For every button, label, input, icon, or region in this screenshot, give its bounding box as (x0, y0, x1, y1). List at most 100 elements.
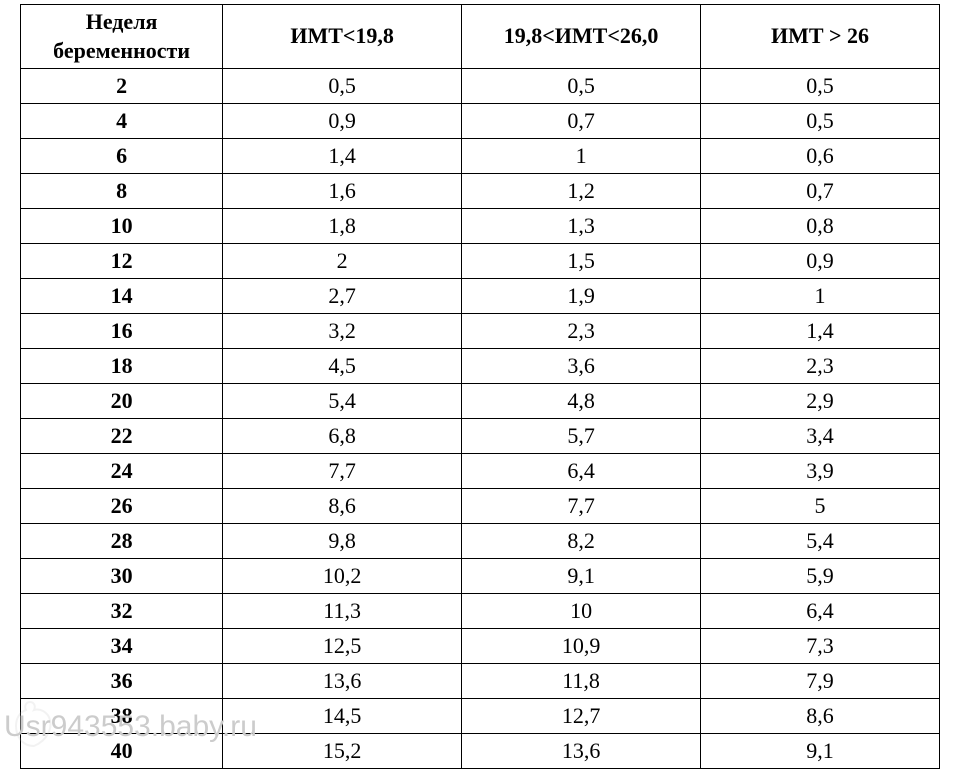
col-header-week: Неделябеременности (21, 5, 223, 69)
cell-bmi-low: 5,4 (223, 384, 462, 419)
table-row: 101,81,30,8 (21, 209, 940, 244)
col-header-bmi-mid: 19,8<ИМТ<26,0 (462, 5, 701, 69)
cell-bmi-low: 2 (223, 244, 462, 279)
table-header-row: Неделябеременности ИМТ<19,8 19,8<ИМТ<26,… (21, 5, 940, 69)
cell-week: 20 (21, 384, 223, 419)
table-row: 4015,213,69,1 (21, 734, 940, 769)
cell-bmi-mid: 3,6 (462, 349, 701, 384)
cell-week: 28 (21, 524, 223, 559)
cell-bmi-high: 3,4 (701, 419, 940, 454)
table-row: 163,22,31,4 (21, 314, 940, 349)
cell-bmi-high: 0,7 (701, 174, 940, 209)
cell-bmi-high: 1 (701, 279, 940, 314)
cell-bmi-high: 6,4 (701, 594, 940, 629)
cell-bmi-high: 0,5 (701, 104, 940, 139)
cell-bmi-low: 1,8 (223, 209, 462, 244)
cell-bmi-low: 10,2 (223, 559, 462, 594)
col-header-bmi-high: ИМТ > 26 (701, 5, 940, 69)
table-body: 20,50,50,540,90,70,561,410,681,61,20,710… (21, 69, 940, 769)
cell-bmi-high: 0,6 (701, 139, 940, 174)
cell-bmi-mid: 7,7 (462, 489, 701, 524)
cell-bmi-mid: 8,2 (462, 524, 701, 559)
table-row: 3010,29,15,9 (21, 559, 940, 594)
table-row: 3211,3106,4 (21, 594, 940, 629)
cell-bmi-low: 7,7 (223, 454, 462, 489)
cell-bmi-high: 7,9 (701, 664, 940, 699)
cell-bmi-mid: 1,3 (462, 209, 701, 244)
cell-bmi-mid: 1,5 (462, 244, 701, 279)
table-row: 289,88,25,4 (21, 524, 940, 559)
cell-bmi-high: 0,5 (701, 69, 940, 104)
cell-bmi-mid: 9,1 (462, 559, 701, 594)
cell-bmi-low: 13,6 (223, 664, 462, 699)
cell-bmi-mid: 11,8 (462, 664, 701, 699)
cell-bmi-high: 5 (701, 489, 940, 524)
cell-bmi-low: 6,8 (223, 419, 462, 454)
table-row: 1221,50,9 (21, 244, 940, 279)
bmi-weight-gain-table-container: Неделябеременности ИМТ<19,8 19,8<ИМТ<26,… (0, 0, 960, 773)
cell-week: 2 (21, 69, 223, 104)
cell-bmi-mid: 10,9 (462, 629, 701, 664)
cell-bmi-high: 5,9 (701, 559, 940, 594)
cell-bmi-mid: 1 (462, 139, 701, 174)
table-row: 81,61,20,7 (21, 174, 940, 209)
cell-bmi-low: 4,5 (223, 349, 462, 384)
cell-bmi-mid: 4,8 (462, 384, 701, 419)
cell-bmi-mid: 6,4 (462, 454, 701, 489)
cell-bmi-high: 2,9 (701, 384, 940, 419)
table-row: 3814,512,78,6 (21, 699, 940, 734)
table-row: 20,50,50,5 (21, 69, 940, 104)
cell-bmi-low: 2,7 (223, 279, 462, 314)
cell-bmi-high: 5,4 (701, 524, 940, 559)
cell-week: 40 (21, 734, 223, 769)
cell-week: 4 (21, 104, 223, 139)
cell-week: 32 (21, 594, 223, 629)
cell-bmi-mid: 5,7 (462, 419, 701, 454)
cell-bmi-low: 3,2 (223, 314, 462, 349)
cell-bmi-mid: 1,9 (462, 279, 701, 314)
cell-bmi-high: 3,9 (701, 454, 940, 489)
cell-week: 38 (21, 699, 223, 734)
bmi-weight-gain-table: Неделябеременности ИМТ<19,8 19,8<ИМТ<26,… (20, 4, 940, 769)
cell-bmi-low: 1,6 (223, 174, 462, 209)
cell-week: 36 (21, 664, 223, 699)
cell-bmi-low: 11,3 (223, 594, 462, 629)
cell-bmi-mid: 12,7 (462, 699, 701, 734)
cell-bmi-low: 9,8 (223, 524, 462, 559)
cell-week: 18 (21, 349, 223, 384)
cell-bmi-high: 7,3 (701, 629, 940, 664)
table-row: 184,53,62,3 (21, 349, 940, 384)
cell-week: 24 (21, 454, 223, 489)
cell-week: 12 (21, 244, 223, 279)
cell-bmi-mid: 13,6 (462, 734, 701, 769)
cell-week: 10 (21, 209, 223, 244)
cell-bmi-high: 0,8 (701, 209, 940, 244)
cell-week: 16 (21, 314, 223, 349)
table-row: 268,67,75 (21, 489, 940, 524)
cell-bmi-high: 9,1 (701, 734, 940, 769)
cell-bmi-mid: 10 (462, 594, 701, 629)
cell-bmi-mid: 1,2 (462, 174, 701, 209)
cell-bmi-low: 8,6 (223, 489, 462, 524)
cell-week: 34 (21, 629, 223, 664)
cell-week: 6 (21, 139, 223, 174)
cell-bmi-low: 14,5 (223, 699, 462, 734)
cell-bmi-low: 0,5 (223, 69, 462, 104)
cell-bmi-low: 12,5 (223, 629, 462, 664)
cell-bmi-mid: 2,3 (462, 314, 701, 349)
cell-bmi-mid: 0,5 (462, 69, 701, 104)
table-header: Неделябеременности ИМТ<19,8 19,8<ИМТ<26,… (21, 5, 940, 69)
table-row: 247,76,43,9 (21, 454, 940, 489)
table-row: 205,44,82,9 (21, 384, 940, 419)
table-row: 61,410,6 (21, 139, 940, 174)
cell-bmi-high: 0,9 (701, 244, 940, 279)
cell-week: 22 (21, 419, 223, 454)
cell-bmi-high: 1,4 (701, 314, 940, 349)
cell-week: 8 (21, 174, 223, 209)
table-row: 3613,611,87,9 (21, 664, 940, 699)
cell-bmi-low: 15,2 (223, 734, 462, 769)
table-row: 3412,510,97,3 (21, 629, 940, 664)
cell-week: 26 (21, 489, 223, 524)
cell-bmi-low: 1,4 (223, 139, 462, 174)
cell-bmi-high: 8,6 (701, 699, 940, 734)
